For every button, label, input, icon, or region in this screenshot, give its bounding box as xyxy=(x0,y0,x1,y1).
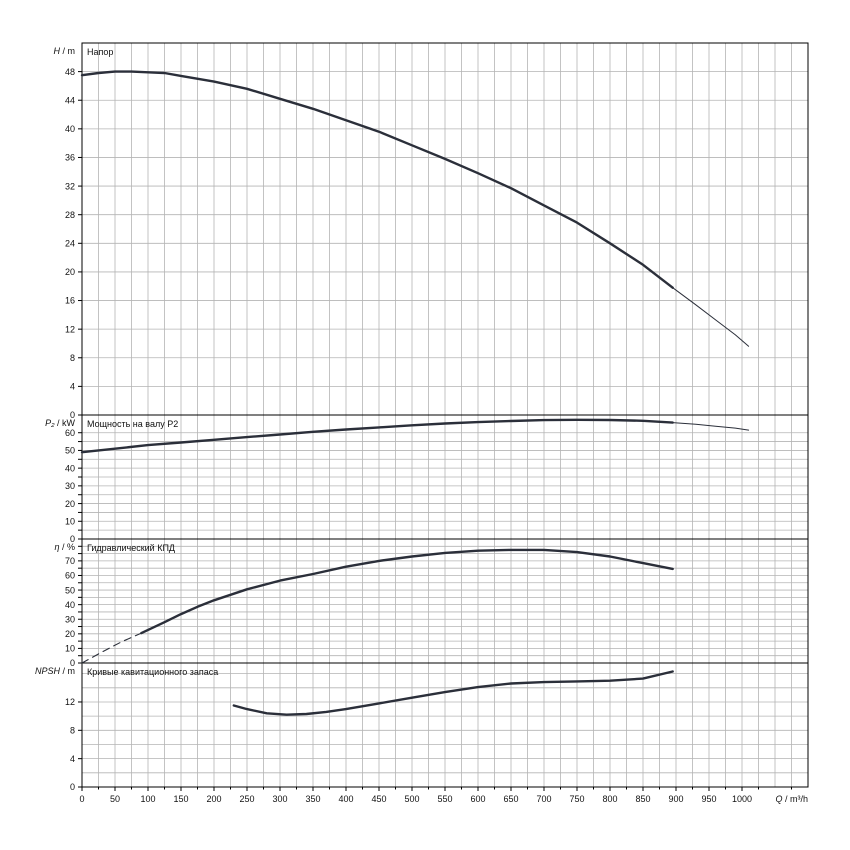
curves xyxy=(80,70,750,716)
y-tick-label: 8 xyxy=(70,726,75,736)
y-tick-label: 40 xyxy=(65,463,75,473)
npsh-curve-thick xyxy=(232,670,674,716)
x-tick-label: 700 xyxy=(536,794,551,804)
y-axis-label: η / % xyxy=(54,542,75,552)
y-tick-label: 40 xyxy=(65,600,75,610)
x-tick-label: 450 xyxy=(371,794,386,804)
y-tick-label: 0 xyxy=(70,410,75,420)
x-tick-label: 750 xyxy=(569,794,584,804)
y-tick-label: 20 xyxy=(65,499,75,509)
y-tick-label: 48 xyxy=(65,67,75,77)
y-axis-label: NPSH / m xyxy=(35,666,75,676)
y-tick-label: 10 xyxy=(65,644,75,654)
panel-title: Кривые кавитационного запаса xyxy=(87,667,218,677)
y-tick-label: 60 xyxy=(65,571,75,581)
x-tick-label: 550 xyxy=(437,794,452,804)
panel-title: Мощность на валу P2 xyxy=(87,419,178,429)
y-tick-label: 40 xyxy=(65,124,75,134)
y-tick-label: 50 xyxy=(65,585,75,595)
x-tick-label: 150 xyxy=(173,794,188,804)
panel-title: Напор xyxy=(87,47,113,57)
y-tick-label: 12 xyxy=(65,697,75,707)
x-tick-label: 100 xyxy=(140,794,155,804)
y-axis-label: P₂ / kW xyxy=(45,418,75,428)
x-tick-label: 650 xyxy=(503,794,518,804)
x-tick-label: 400 xyxy=(338,794,353,804)
x-tick-label: 900 xyxy=(668,794,683,804)
x-tick-label: 250 xyxy=(239,794,254,804)
x-tick-label: 600 xyxy=(470,794,485,804)
y-tick-label: 12 xyxy=(65,324,75,334)
y-tick-label: 16 xyxy=(65,296,75,306)
y-tick-label: 20 xyxy=(65,629,75,639)
y-tick-label: 44 xyxy=(65,95,75,105)
y-tick-label: 4 xyxy=(70,754,75,764)
power-curve-thick xyxy=(80,418,674,454)
y-tick-label: 10 xyxy=(65,516,75,526)
head-curve-thick xyxy=(80,70,674,289)
y-tick-label: 8 xyxy=(70,353,75,363)
x-tick-label: 300 xyxy=(272,794,287,804)
y-tick-label: 0 xyxy=(70,782,75,792)
y-tick-label: 32 xyxy=(65,181,75,191)
y-tick-label: 4 xyxy=(70,382,75,392)
x-tick-label: 350 xyxy=(305,794,320,804)
x-tick-label: 950 xyxy=(701,794,716,804)
efficiency-curve-thick xyxy=(140,548,674,635)
head-curve-thin xyxy=(672,287,750,347)
y-tick-label: 30 xyxy=(65,614,75,624)
x-tick-label: 50 xyxy=(110,794,120,804)
y-tick-label: 28 xyxy=(65,210,75,220)
power-curve-thin xyxy=(672,422,750,431)
y-tick-label: 0 xyxy=(70,658,75,668)
x-tick-label: 500 xyxy=(404,794,419,804)
x-tick-label: 850 xyxy=(635,794,650,804)
x-axis-label: Q / m³/h xyxy=(775,794,808,804)
y-tick-label: 20 xyxy=(65,267,75,277)
chart-frame xyxy=(78,42,809,791)
y-tick-label: 50 xyxy=(65,446,75,456)
x-tick-label: 1000 xyxy=(732,794,752,804)
y-axis-label: H / m xyxy=(54,46,76,56)
x-tick-label: 800 xyxy=(602,794,617,804)
y-tick-label: 60 xyxy=(65,428,75,438)
y-tick-label: 70 xyxy=(65,556,75,566)
x-tick-label: 0 xyxy=(79,794,84,804)
x-tick-label: 200 xyxy=(206,794,221,804)
y-tick-label: 36 xyxy=(65,153,75,163)
y-tick-label: 24 xyxy=(65,239,75,249)
y-tick-label: 30 xyxy=(65,481,75,491)
panel-title: Гидравлический КПД xyxy=(87,543,175,553)
y-tick-label: 0 xyxy=(70,534,75,544)
